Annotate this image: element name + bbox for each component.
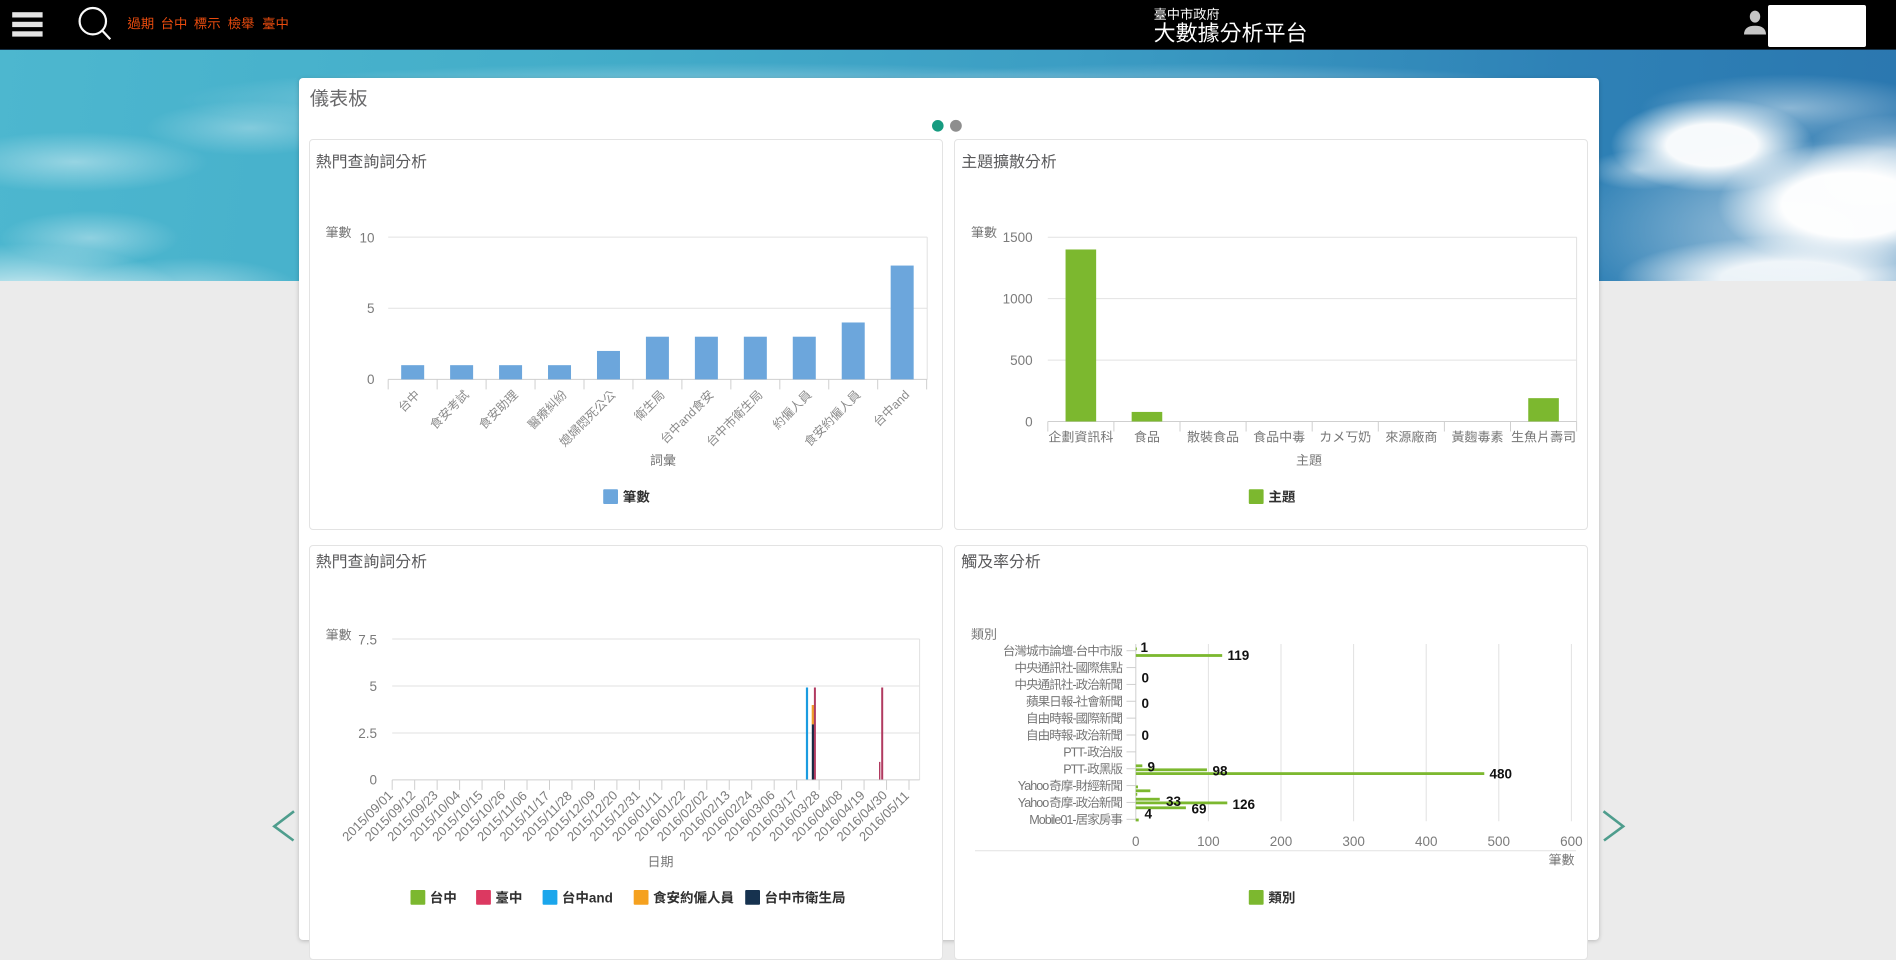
svg-text:and: and [589, 890, 613, 905]
svg-text:Yahoo: Yahoo [1018, 779, 1049, 793]
svg-text:10: 10 [359, 230, 374, 245]
svg-text:-: - [1072, 729, 1076, 743]
svg-text:300: 300 [1342, 834, 1365, 849]
svg-text:1: 1 [1141, 640, 1149, 655]
svg-text:480: 480 [1490, 767, 1513, 782]
svg-text:0: 0 [1142, 728, 1150, 743]
svg-text:1500: 1500 [1003, 230, 1033, 245]
svg-text:1000: 1000 [1003, 292, 1033, 307]
svg-text:-: - [1072, 695, 1076, 709]
svg-text:200: 200 [1270, 834, 1293, 849]
svg-text:0: 0 [1142, 670, 1150, 685]
svg-text:98: 98 [1213, 764, 1229, 779]
svg-text:100: 100 [1197, 834, 1220, 849]
svg-text:-: - [1072, 712, 1076, 726]
svg-text:0: 0 [367, 372, 375, 387]
svg-text:-: - [1072, 779, 1076, 793]
svg-text:5: 5 [367, 301, 375, 316]
svg-text:119: 119 [1228, 648, 1250, 663]
svg-text:PTT-: PTT- [1063, 745, 1087, 759]
svg-text:0: 0 [1142, 696, 1150, 711]
svg-text:Mobile01-: Mobile01- [1029, 813, 1076, 827]
svg-text:-: - [1072, 661, 1076, 675]
svg-text:9: 9 [1148, 760, 1156, 775]
svg-text:Yahoo: Yahoo [1018, 796, 1049, 810]
svg-text:-: - [1072, 678, 1076, 692]
svg-text:500: 500 [1010, 353, 1033, 368]
svg-text:-: - [1072, 644, 1076, 658]
svg-text:4: 4 [1145, 807, 1153, 822]
svg-text:7.5: 7.5 [358, 632, 377, 647]
svg-text:126: 126 [1233, 797, 1256, 812]
svg-text:PTT-: PTT- [1063, 762, 1087, 776]
svg-text:500: 500 [1488, 834, 1511, 849]
svg-text:0: 0 [369, 772, 377, 787]
svg-text:33: 33 [1166, 794, 1182, 809]
svg-text:5: 5 [369, 679, 377, 694]
svg-text:400: 400 [1415, 834, 1438, 849]
svg-text:0: 0 [1132, 834, 1140, 849]
svg-text:2.5: 2.5 [358, 726, 377, 741]
svg-text:-: - [1072, 796, 1076, 810]
svg-text:69: 69 [1192, 802, 1207, 817]
svg-text:600: 600 [1560, 834, 1583, 849]
svg-text:0: 0 [1025, 414, 1033, 429]
